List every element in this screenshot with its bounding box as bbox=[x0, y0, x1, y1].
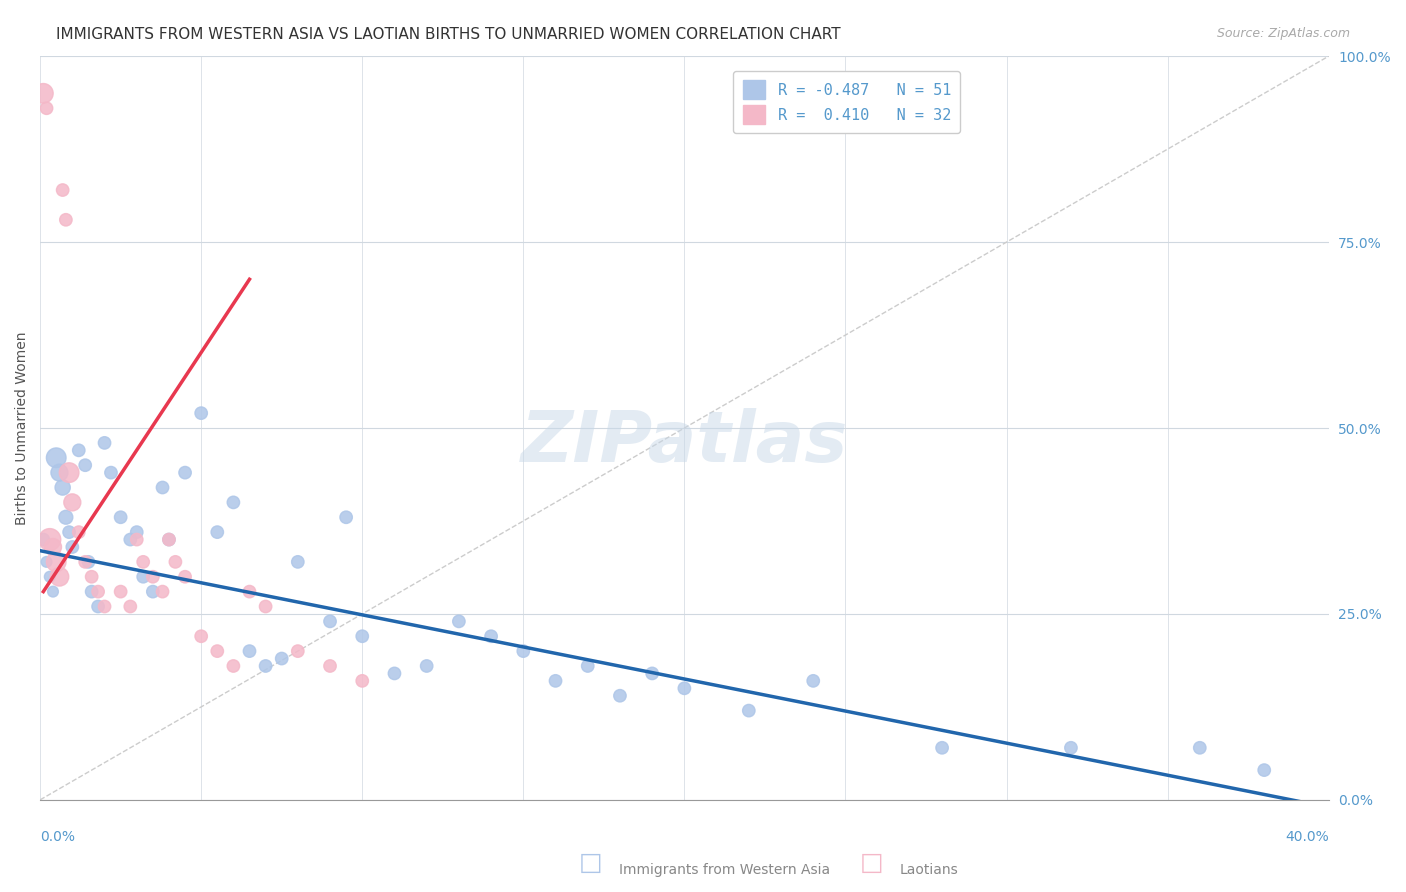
Point bbox=[157, 533, 180, 547]
Point bbox=[80, 570, 103, 584]
Point bbox=[52, 481, 75, 495]
Point bbox=[287, 644, 309, 658]
Point bbox=[58, 466, 80, 480]
Point bbox=[52, 183, 75, 197]
Point bbox=[352, 629, 374, 643]
Point bbox=[1188, 740, 1211, 755]
Text: Laotians: Laotians bbox=[900, 863, 959, 877]
Point bbox=[152, 584, 174, 599]
Point bbox=[319, 615, 342, 629]
Point bbox=[512, 644, 534, 658]
Point bbox=[87, 584, 110, 599]
Text: ZIPatlas: ZIPatlas bbox=[520, 409, 848, 477]
Point bbox=[67, 525, 90, 540]
Point bbox=[58, 525, 80, 540]
Point bbox=[157, 533, 180, 547]
Point bbox=[142, 570, 165, 584]
Point bbox=[190, 629, 212, 643]
Point bbox=[1253, 763, 1275, 777]
Point bbox=[45, 450, 67, 465]
Point bbox=[165, 555, 187, 569]
Point bbox=[67, 443, 90, 458]
Text: 0.0%: 0.0% bbox=[41, 830, 75, 844]
Point bbox=[55, 212, 77, 227]
Point bbox=[55, 510, 77, 524]
Point bbox=[75, 555, 97, 569]
Point bbox=[93, 436, 115, 450]
Point bbox=[35, 555, 58, 569]
Point bbox=[287, 555, 309, 569]
Point bbox=[479, 629, 502, 643]
Point bbox=[174, 570, 197, 584]
Point bbox=[120, 533, 142, 547]
Point bbox=[142, 584, 165, 599]
Point bbox=[222, 495, 245, 509]
Point bbox=[1060, 740, 1083, 755]
Text: □: □ bbox=[860, 851, 883, 875]
Point bbox=[254, 659, 277, 673]
Point bbox=[641, 666, 664, 681]
Point bbox=[42, 540, 65, 554]
Point bbox=[673, 681, 696, 696]
Point bbox=[544, 673, 567, 688]
Point bbox=[77, 555, 100, 569]
Point bbox=[32, 87, 55, 101]
Point bbox=[238, 644, 260, 658]
Point bbox=[270, 651, 292, 665]
Text: 40.0%: 40.0% bbox=[1285, 830, 1329, 844]
Point bbox=[60, 540, 83, 554]
Point bbox=[931, 740, 953, 755]
Point bbox=[352, 673, 374, 688]
Point bbox=[125, 525, 148, 540]
Point bbox=[576, 659, 599, 673]
Point bbox=[120, 599, 142, 614]
Point bbox=[207, 644, 229, 658]
Text: □: □ bbox=[579, 851, 602, 875]
Point bbox=[132, 570, 155, 584]
Point bbox=[319, 659, 342, 673]
Point bbox=[48, 570, 70, 584]
Point bbox=[254, 599, 277, 614]
Point bbox=[609, 689, 631, 703]
Point bbox=[207, 525, 229, 540]
Point bbox=[35, 101, 58, 115]
Legend: R = -0.487   N = 51, R =  0.410   N = 32: R = -0.487 N = 51, R = 0.410 N = 32 bbox=[734, 71, 960, 133]
Point bbox=[100, 466, 122, 480]
Text: Immigrants from Western Asia: Immigrants from Western Asia bbox=[619, 863, 830, 877]
Point bbox=[335, 510, 357, 524]
Point bbox=[93, 599, 115, 614]
Text: IMMIGRANTS FROM WESTERN ASIA VS LAOTIAN BIRTHS TO UNMARRIED WOMEN CORRELATION CH: IMMIGRANTS FROM WESTERN ASIA VS LAOTIAN … bbox=[56, 27, 841, 42]
Point bbox=[447, 615, 470, 629]
Y-axis label: Births to Unmarried Women: Births to Unmarried Women bbox=[15, 331, 30, 524]
Point bbox=[132, 555, 155, 569]
Point bbox=[110, 584, 132, 599]
Point bbox=[80, 584, 103, 599]
Point bbox=[415, 659, 437, 673]
Point bbox=[738, 704, 761, 718]
Point bbox=[174, 466, 197, 480]
Point bbox=[48, 466, 70, 480]
Point bbox=[384, 666, 406, 681]
Point bbox=[87, 599, 110, 614]
Point bbox=[75, 458, 97, 473]
Point bbox=[60, 495, 83, 509]
Point bbox=[238, 584, 260, 599]
Point bbox=[32, 533, 55, 547]
Point bbox=[152, 481, 174, 495]
Point bbox=[190, 406, 212, 420]
Point bbox=[222, 659, 245, 673]
Point bbox=[801, 673, 824, 688]
Point bbox=[38, 533, 60, 547]
Point bbox=[110, 510, 132, 524]
Point bbox=[125, 533, 148, 547]
Point bbox=[38, 570, 60, 584]
Text: Source: ZipAtlas.com: Source: ZipAtlas.com bbox=[1216, 27, 1350, 40]
Point bbox=[45, 555, 67, 569]
Point bbox=[42, 584, 65, 599]
